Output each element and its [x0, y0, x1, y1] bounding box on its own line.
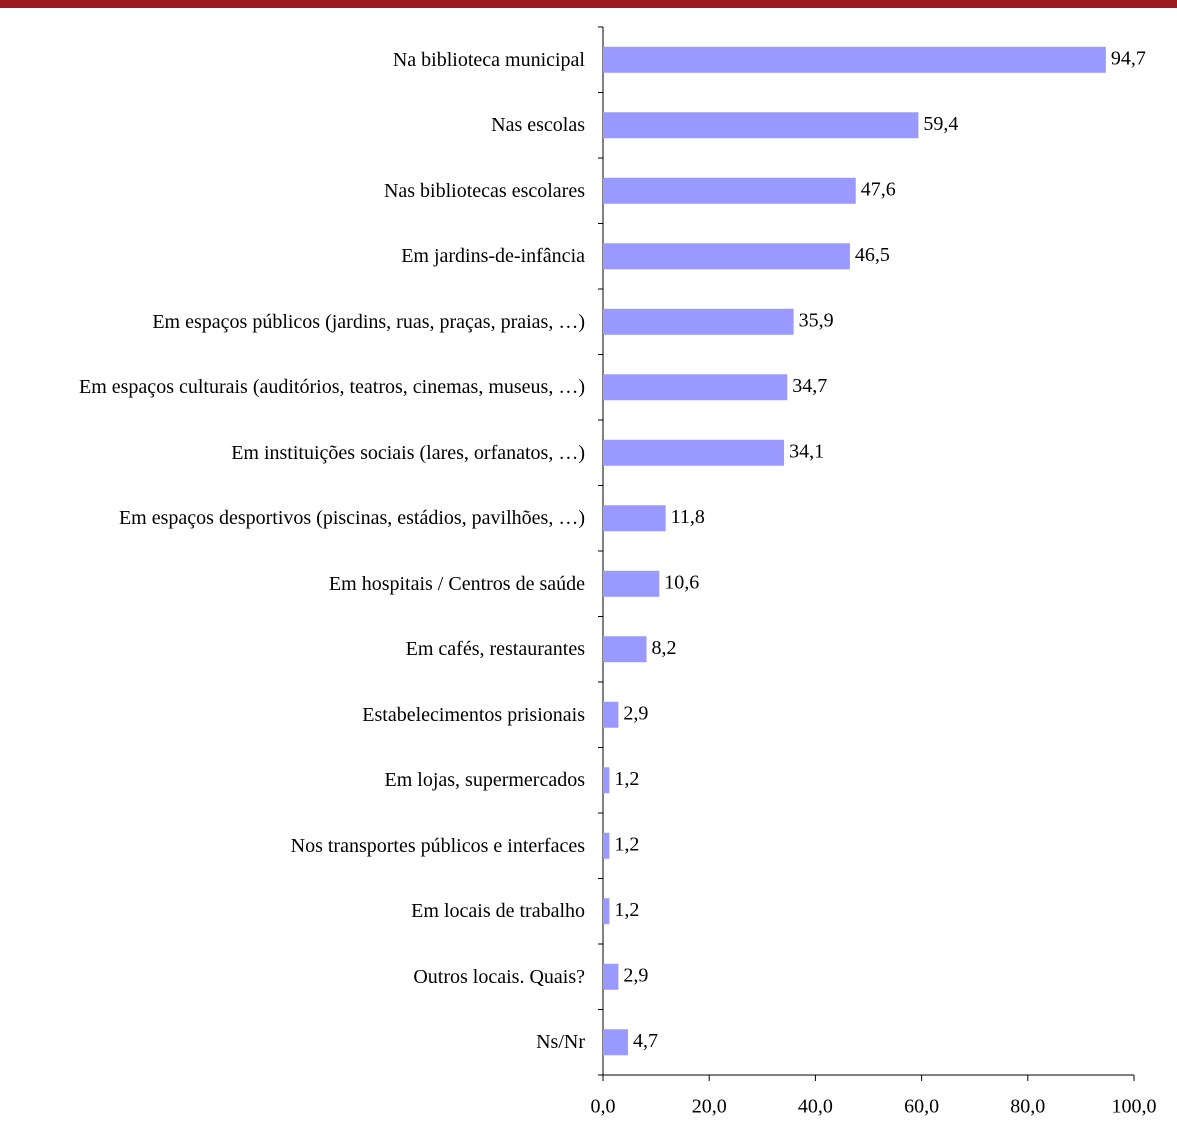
category-label: Ns/Nr — [536, 1031, 585, 1054]
value-label: 35,9 — [799, 309, 834, 331]
category-label: Estabelecimentos prisionais — [362, 703, 585, 726]
category-label: Em espaços públicos (jardins, ruas, praç… — [152, 310, 585, 333]
category-label-box: Em locais de trabalho — [5, 879, 585, 945]
category-label: Em instituições sociais (lares, orfanato… — [231, 441, 585, 464]
value-label: 46,5 — [855, 244, 890, 266]
value-label: 2,9 — [623, 964, 648, 986]
bar — [603, 177, 856, 204]
x-tick-label: 100,0 — [1112, 1096, 1157, 1118]
bar — [603, 243, 850, 270]
value-label: 47,6 — [861, 178, 896, 200]
bar — [603, 112, 919, 139]
category-label: Na biblioteca municipal — [392, 48, 585, 71]
value-label: 8,2 — [652, 637, 677, 659]
bar — [603, 374, 788, 401]
value-label: 11,8 — [671, 506, 705, 528]
bar — [603, 1029, 628, 1056]
category-label-box: Em espaços públicos (jardins, ruas, praç… — [5, 289, 585, 355]
category-label: Nas bibliotecas escolares — [383, 179, 585, 202]
category-label: Em espaços desportivos (piscinas, estádi… — [118, 507, 585, 530]
x-tick-label: 60,0 — [904, 1096, 939, 1118]
bar — [603, 701, 619, 728]
bar — [603, 767, 610, 794]
top-band — [0, 0, 1177, 8]
category-label: Nos transportes públicos e interfaces — [290, 834, 585, 857]
category-label-box: Em lojas, supermercados — [5, 748, 586, 814]
bar — [603, 832, 610, 859]
value-label: 59,4 — [923, 113, 958, 135]
bar — [603, 570, 660, 597]
bar — [603, 636, 647, 663]
value-label: 2,9 — [623, 702, 648, 724]
category-label-box: Na biblioteca municipal — [5, 27, 585, 93]
category-label-box: Nos transportes públicos e interfaces — [5, 813, 585, 879]
category-label-box: Outros locais. Quais? — [5, 944, 585, 1010]
bar — [603, 308, 794, 335]
category-label: Nas escolas — [491, 114, 585, 137]
category-label-box: Em espaços desportivos (piscinas, estádi… — [5, 486, 585, 552]
bar — [603, 505, 666, 532]
category-label: Em jardins-de-infância — [401, 245, 585, 268]
value-label: 94,7 — [1111, 47, 1146, 69]
category-label-box: Em espaços culturais (auditórios, teatro… — [5, 355, 585, 421]
x-tick-label: 0,0 — [591, 1096, 616, 1118]
category-label-box: Em hospitais / Centros de saúde — [5, 551, 585, 617]
bar — [603, 439, 785, 466]
bar — [603, 898, 610, 925]
value-label: 10,6 — [664, 571, 699, 593]
value-label: 1,2 — [614, 768, 639, 790]
x-tick-label: 40,0 — [798, 1096, 833, 1118]
category-label: Em hospitais / Centros de saúde — [328, 572, 585, 595]
value-label: 1,2 — [614, 833, 639, 855]
category-label-box: Nas bibliotecas escolares — [5, 158, 585, 224]
category-label: Em cafés, restaurantes — [405, 638, 585, 661]
bar — [603, 963, 619, 990]
category-label: Em locais de trabalho — [411, 900, 585, 923]
value-label: 4,7 — [633, 1030, 658, 1052]
category-label-box: Ns/Nr — [5, 1010, 585, 1076]
category-label: Em lojas, supermercados — [384, 769, 586, 792]
category-label-box: Em cafés, restaurantes — [5, 617, 585, 683]
category-label: Em espaços culturais (auditórios, teatro… — [79, 376, 585, 399]
value-label: 34,7 — [792, 375, 827, 397]
category-label-box: Em instituições sociais (lares, orfanato… — [5, 420, 585, 486]
value-label: 1,2 — [614, 899, 639, 921]
value-label: 34,1 — [789, 440, 824, 462]
category-label-box: Nas escolas — [5, 93, 585, 159]
category-label: Outros locais. Quais? — [413, 965, 585, 988]
category-label-box: Em jardins-de-infância — [5, 224, 585, 290]
x-tick-label: 80,0 — [1010, 1096, 1045, 1118]
x-tick-label: 20,0 — [692, 1096, 727, 1118]
category-label-box: Estabelecimentos prisionais — [5, 682, 585, 748]
bar — [603, 46, 1106, 73]
